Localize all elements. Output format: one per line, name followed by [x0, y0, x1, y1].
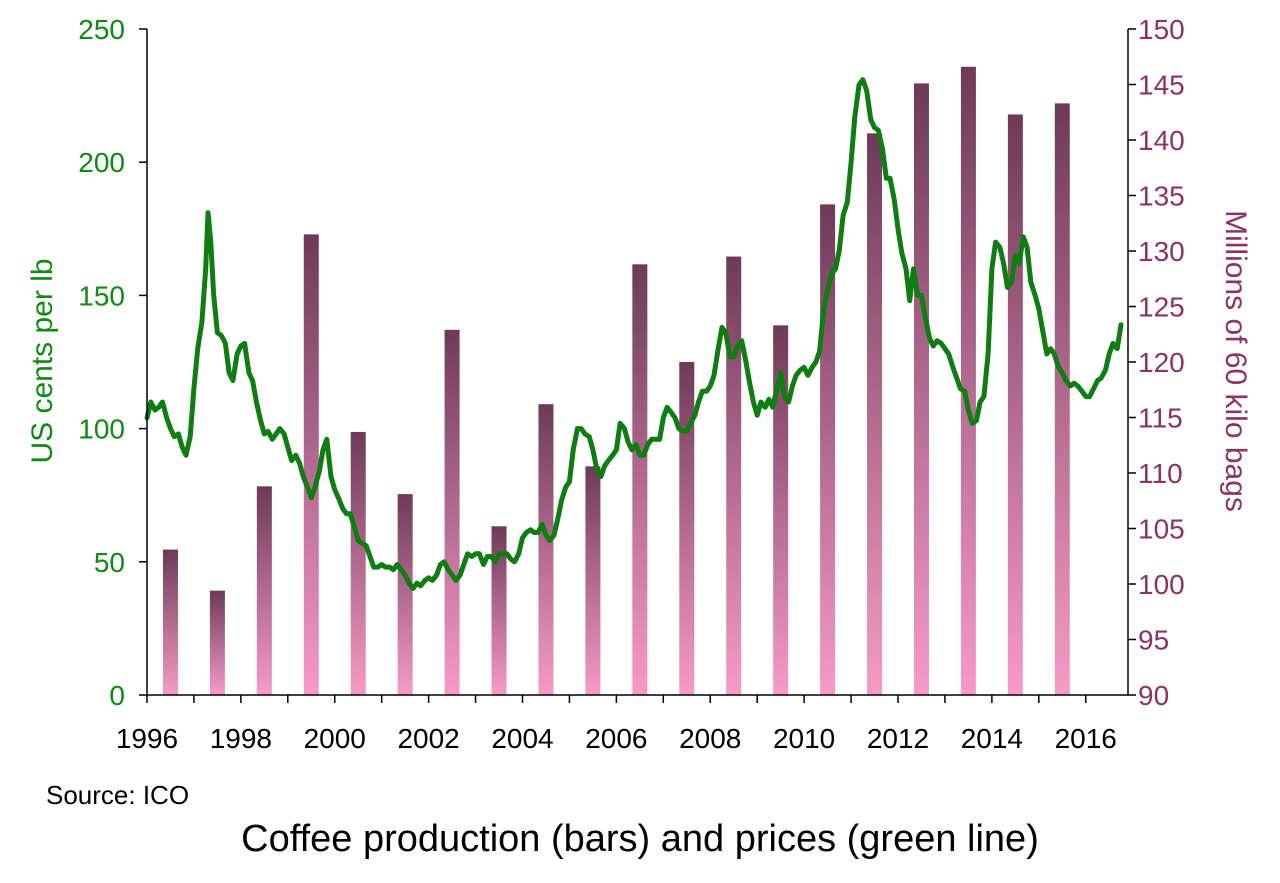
production-bar	[913, 83, 929, 695]
production-bar	[397, 494, 413, 695]
left-tick-label: 100	[78, 414, 125, 445]
left-axis-ticks: 0 50 100 150 200 250	[78, 14, 125, 711]
right-tick-label: 110	[1138, 458, 1183, 489]
right-tick-label: 135	[1138, 181, 1185, 212]
production-bar	[303, 234, 319, 695]
right-tick-label: 115	[1138, 403, 1183, 434]
right-tick-label: 145	[1138, 70, 1185, 101]
x-tick-label: 2002	[397, 723, 459, 754]
production-bar	[773, 325, 789, 695]
production-bar	[444, 329, 460, 695]
right-axis-label: Millions of 60 kilo bags	[1219, 210, 1252, 512]
production-bar	[162, 549, 178, 695]
right-tick-label: 90	[1138, 680, 1169, 711]
production-bar	[491, 526, 507, 695]
production-bar	[867, 133, 883, 696]
right-tick-label: 140	[1138, 125, 1185, 156]
production-bar	[585, 466, 601, 695]
x-tick-label: 2006	[585, 723, 647, 754]
production-bar	[726, 256, 742, 695]
right-tick-label: 125	[1138, 292, 1185, 323]
right-tick-label: 120	[1138, 347, 1185, 378]
price-line	[144, 77, 1124, 591]
left-tick-label: 200	[78, 147, 125, 178]
x-tick-label: 2000	[304, 723, 366, 754]
x-tick-label: 1996	[116, 723, 178, 754]
left-axis-label: US cents per lb	[26, 258, 59, 463]
right-tick-label: 105	[1138, 514, 1185, 545]
production-bar	[209, 590, 225, 695]
left-tick-label: 150	[78, 280, 125, 311]
left-tick-label: 50	[94, 547, 125, 578]
left-tick-label: 0	[109, 680, 125, 711]
chart-title: Coffee production (bars) and prices (gre…	[241, 818, 1039, 860]
x-tick-label: 1998	[210, 723, 272, 754]
x-tick-label: 2010	[773, 723, 835, 754]
production-bar	[256, 486, 272, 695]
production-bar	[538, 404, 554, 695]
production-bars	[162, 66, 1070, 696]
production-bar	[350, 431, 366, 695]
production-bar	[960, 66, 976, 696]
x-tick-label: 2014	[961, 723, 1023, 754]
right-tick-label: 130	[1138, 236, 1185, 267]
source-note: Source: ICO	[46, 780, 190, 810]
x-tick-label: 2004	[491, 723, 553, 754]
production-bar	[679, 362, 695, 695]
left-tick-label: 250	[78, 14, 125, 45]
right-tick-label: 150	[1138, 14, 1185, 45]
right-tick-label: 100	[1138, 569, 1185, 600]
x-tick-label: 2008	[679, 723, 741, 754]
right-axis-ticks: 90 95 100 105 110 115 120 125 130 135 140 145 150	[1138, 14, 1185, 711]
axes	[139, 28, 1136, 703]
production-bar	[1007, 114, 1023, 696]
x-axis-ticks: 1996 1998 2000 2002 2004 2006 2008 2010 2012 2014…	[116, 723, 1117, 754]
x-tick-label: 2012	[867, 723, 929, 754]
production-bar	[1054, 103, 1070, 696]
right-tick-label: 95	[1138, 625, 1169, 656]
x-tick-label: 2016	[1055, 723, 1117, 754]
production-bar	[632, 264, 648, 695]
